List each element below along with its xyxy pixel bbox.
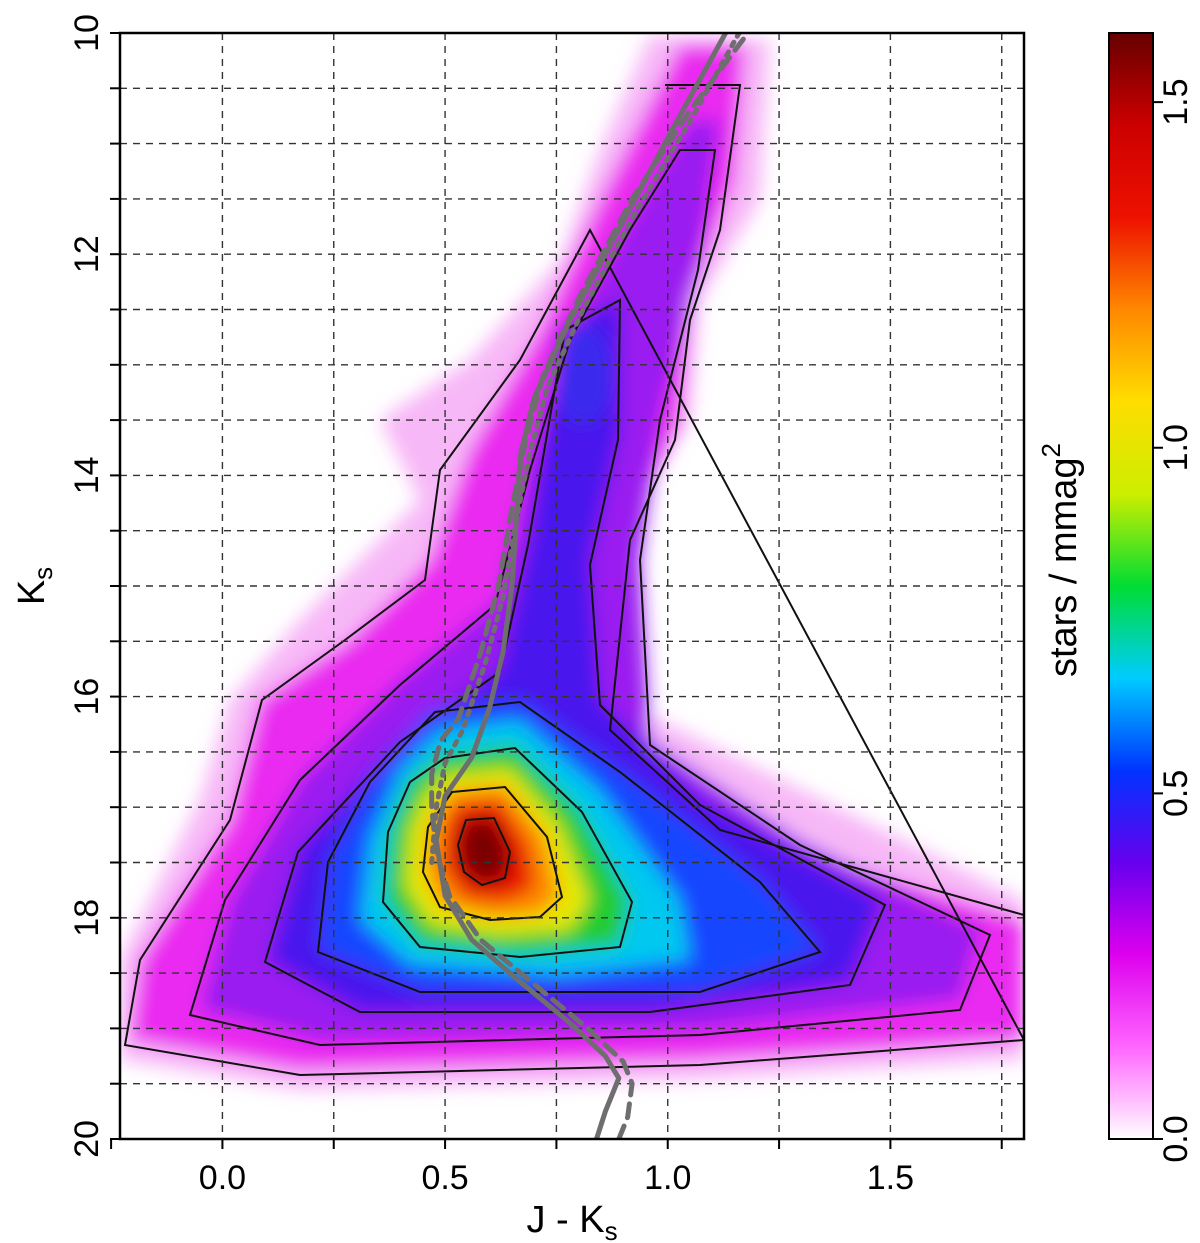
- y-axis: 10 12 14 16 18 20: [68, 14, 120, 1158]
- contour-5: [381, 746, 634, 959]
- x-tick-label: 0.0: [199, 1159, 246, 1197]
- colorbar-tick-label: 1.0: [1157, 424, 1195, 471]
- colorbar-title-sup: 2: [1036, 443, 1066, 457]
- contour-2: [188, 149, 992, 1047]
- colorbar-title: stars / mmag2: [1036, 443, 1085, 677]
- colorbar-tick-label: 0.0: [1157, 1115, 1195, 1162]
- x-axis-title-main: J - K: [526, 1199, 604, 1241]
- isochrone-curves: [429, 33, 751, 1139]
- y-tick-label: 10: [68, 14, 106, 52]
- colorbar-tick-label: 0.5: [1157, 770, 1195, 817]
- density-peak: [458, 818, 510, 885]
- y-tick-label: 16: [68, 678, 106, 716]
- x-tick-label: 1.0: [644, 1159, 691, 1197]
- y-tick-label: 12: [68, 235, 106, 273]
- colorbar-ticks: 0.0 0.5 1.0 1.5: [1153, 78, 1195, 1163]
- density-level-3b: [555, 325, 611, 425]
- isochrone-dashed: [429, 33, 751, 1139]
- grid: [120, 33, 1024, 1139]
- y-tick-label: 20: [68, 1120, 106, 1158]
- contour-1: [123, 84, 1024, 1077]
- isochrone-dotted: [429, 33, 742, 865]
- y-axis-title: Ks: [11, 567, 58, 605]
- x-axis: 0.0 0.5 1.0 1.5: [110, 1139, 1003, 1197]
- y-axis-title-sub: s: [28, 567, 58, 580]
- y-axis-title-main: K: [11, 580, 53, 605]
- colorbar: [1108, 32, 1154, 1140]
- x-axis-title-sub: s: [605, 1216, 618, 1243]
- x-tick-label: 0.5: [421, 1159, 468, 1197]
- x-tick-label: 1.5: [867, 1159, 914, 1197]
- y-tick-label: 14: [68, 456, 106, 494]
- contour-lines: [123, 84, 1024, 1077]
- contour-7: [456, 816, 512, 887]
- colorbar-tick-label: 1.5: [1157, 78, 1195, 125]
- colorbar-title-main: stars / mmag: [1043, 457, 1085, 677]
- contour-4: [316, 700, 822, 993]
- x-axis-title: J - Ks: [526, 1199, 617, 1243]
- contour-3: [263, 298, 887, 1013]
- y-tick-label: 18: [68, 899, 106, 937]
